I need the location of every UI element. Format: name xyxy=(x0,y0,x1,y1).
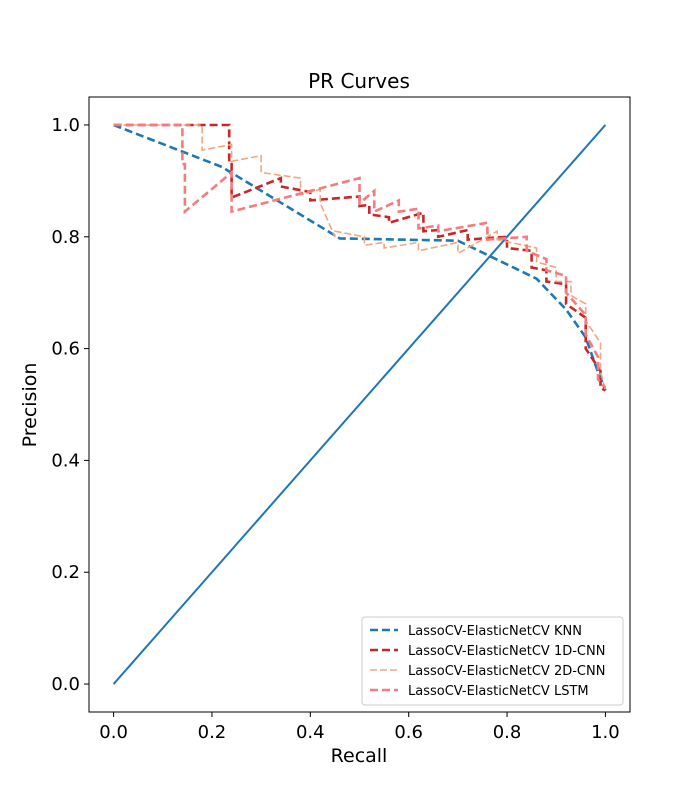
y-tick-label: 1.0 xyxy=(51,115,80,136)
chart-title: PR Curves xyxy=(308,69,410,93)
x-tick-label: 1.0 xyxy=(591,722,620,743)
x-tick-label: 0.4 xyxy=(296,722,325,743)
x-axis-ticks: 0.0 0.2 0.4 0.6 0.8 1.0 xyxy=(99,712,620,743)
plot-frame xyxy=(88,96,631,713)
y-axis-title: Precision xyxy=(19,363,41,448)
legend-label: LassoCV-ElasticNetCV KNN xyxy=(408,624,582,639)
x-axis-title: Recall xyxy=(331,745,388,767)
x-tick-label: 0.8 xyxy=(493,722,522,743)
x-tick-label: 0.0 xyxy=(99,722,128,743)
legend-label: LassoCV-ElasticNetCV 1D-CNN xyxy=(408,644,605,659)
series-line-1 xyxy=(113,123,607,391)
legend-label: LassoCV-ElasticNetCV 2D-CNN xyxy=(408,664,605,679)
series-line-4 xyxy=(113,123,607,389)
x-tick-label: 0.2 xyxy=(198,722,227,743)
diagonal-reference-line xyxy=(112,124,607,685)
y-tick-label: 0.8 xyxy=(51,227,80,248)
y-tick-label: 0.6 xyxy=(51,339,80,360)
legend: LassoCV-ElasticNetCV KNN LassoCV-ElasticN… xyxy=(361,616,624,706)
x-tick-label: 0.6 xyxy=(394,722,423,743)
legend-box xyxy=(361,616,624,706)
y-tick-label: 0.4 xyxy=(51,450,80,471)
y-tick-label: 0.2 xyxy=(51,562,80,583)
y-tick-label: 0.0 xyxy=(51,674,80,695)
legend-label: LassoCV-ElasticNetCV LSTM xyxy=(408,684,589,699)
series-line-2 xyxy=(113,123,607,392)
plot-area xyxy=(88,96,631,713)
series-line-3 xyxy=(113,124,607,391)
y-axis-ticks: 0.0 0.2 0.4 0.6 0.8 1.0 xyxy=(51,115,89,695)
